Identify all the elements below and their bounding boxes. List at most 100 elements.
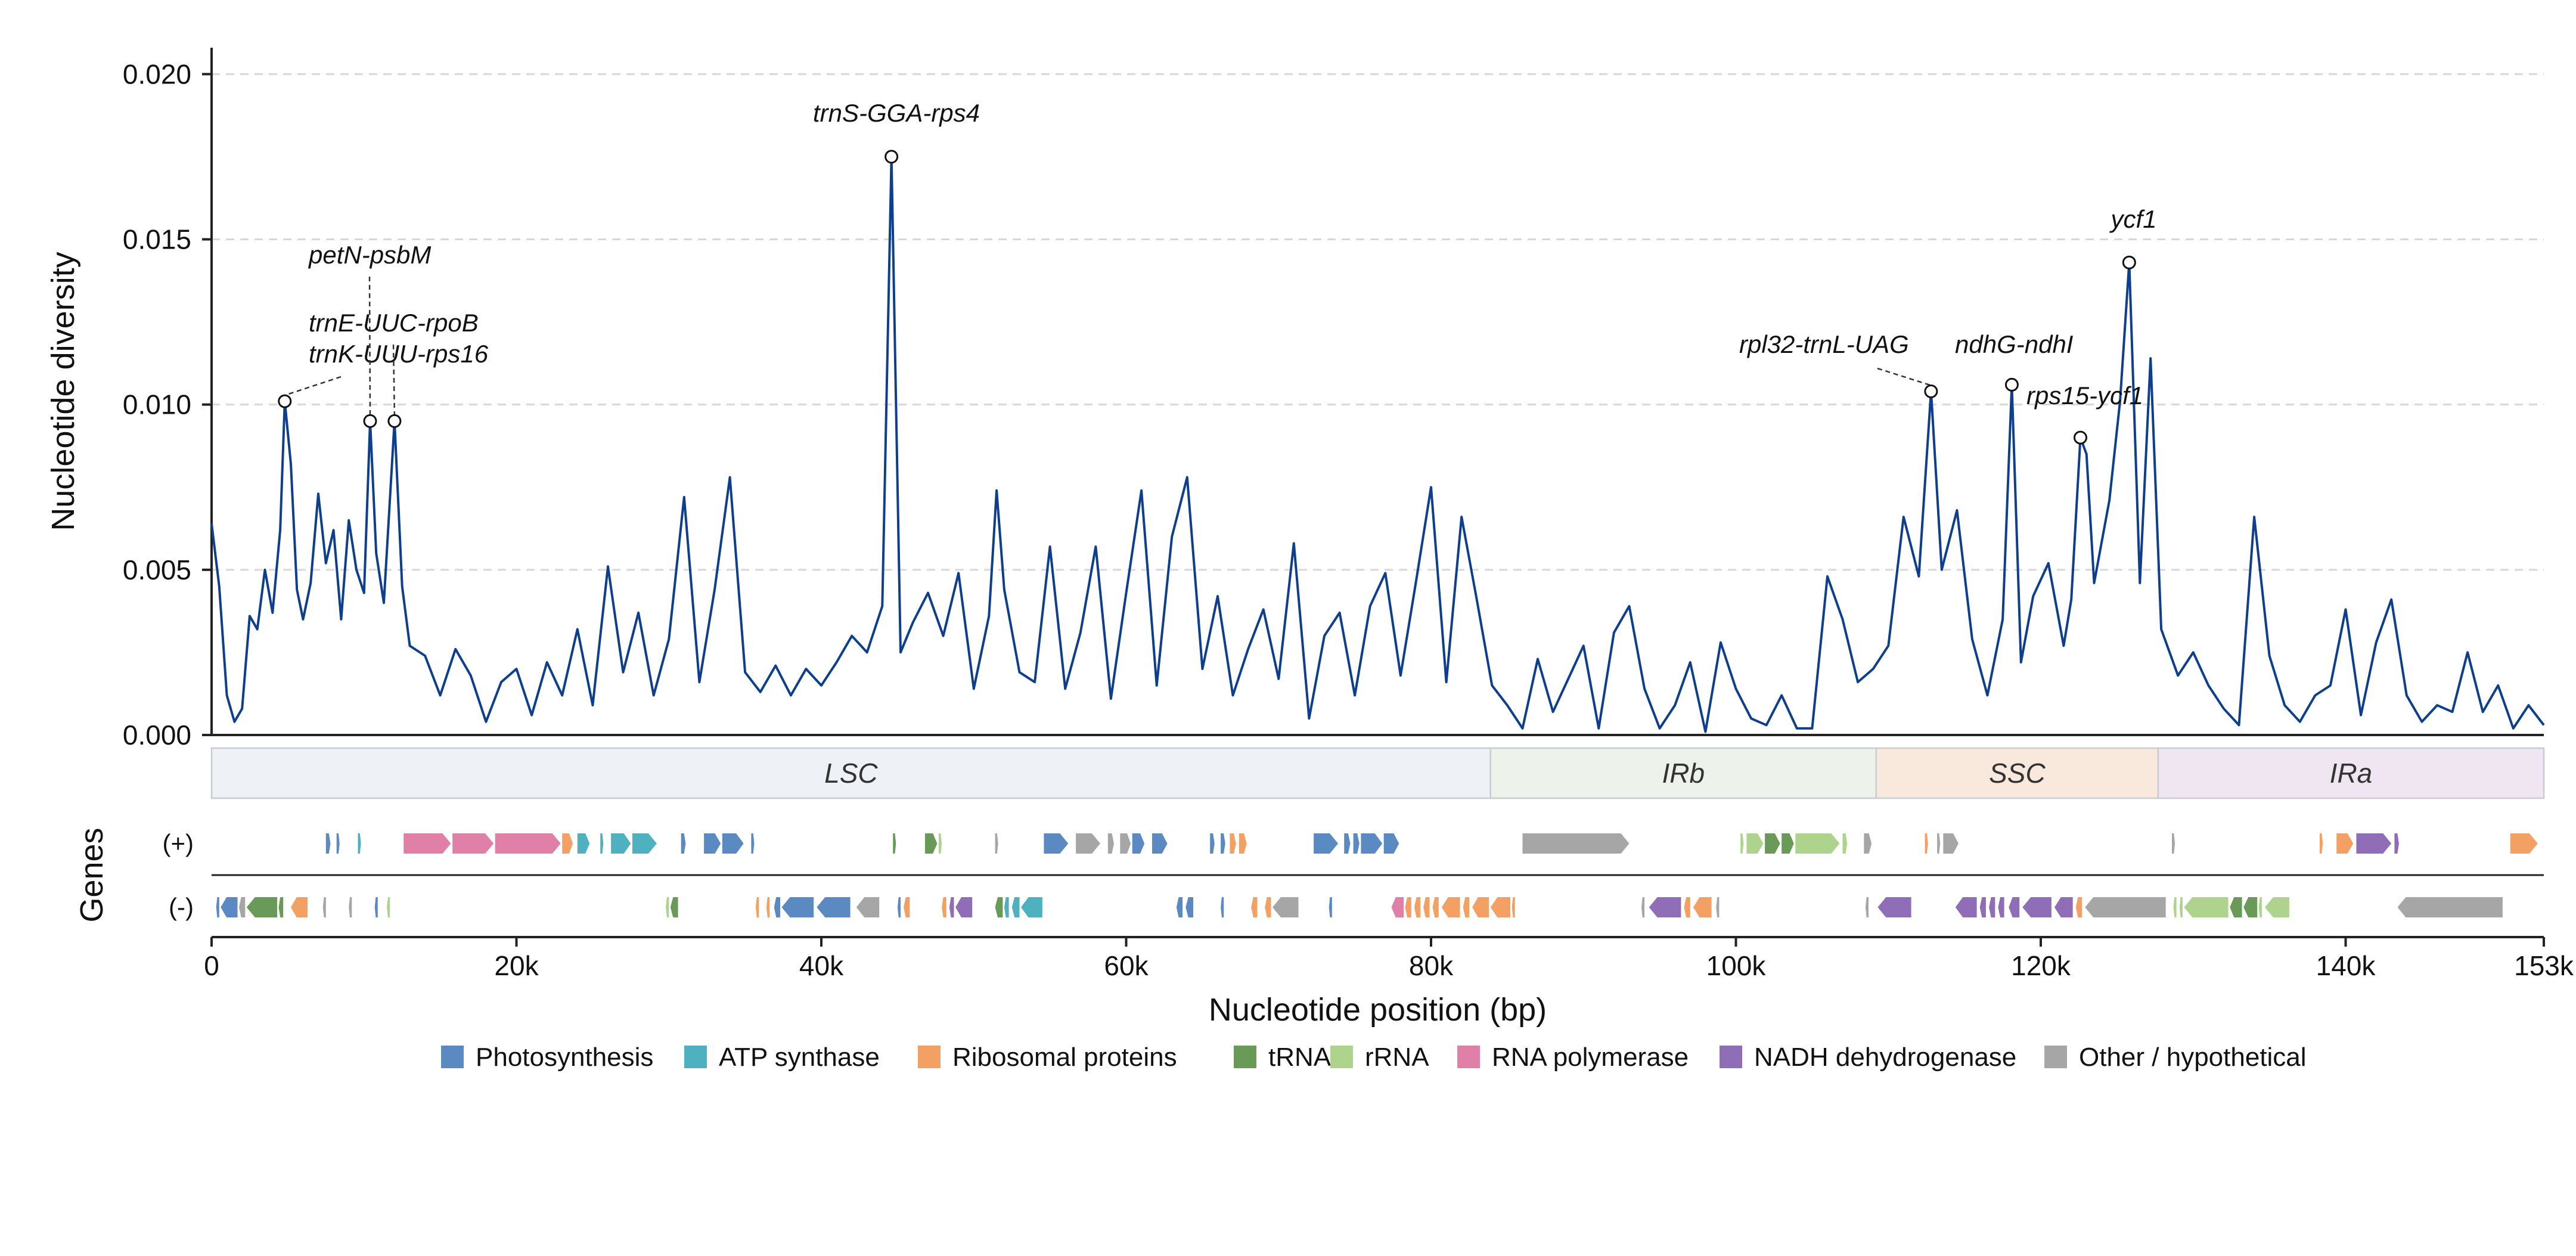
region-track: LSC IRb SSC IRa <box>210 747 2545 799</box>
legend-label: RNA polymerase <box>1492 1043 1689 1072</box>
region-band <box>1489 747 1877 799</box>
grid-layer <box>212 73 2544 571</box>
peak-marker <box>278 394 292 408</box>
x-tick-label: 0 <box>204 950 219 981</box>
gene-block <box>1273 897 1299 917</box>
gene-block <box>1314 833 1338 854</box>
gene-block <box>278 897 284 917</box>
gene-block <box>1649 897 1681 917</box>
gene-block <box>1463 897 1469 917</box>
gene-block <box>924 833 938 854</box>
gene-block <box>897 897 901 917</box>
legend-label: Photosynthesis <box>476 1043 653 1072</box>
gene-block <box>1512 897 1515 917</box>
legend-swatch <box>441 1046 464 1068</box>
gene-block <box>1265 897 1271 917</box>
gene-block <box>1641 897 1645 917</box>
gene-block <box>349 897 352 917</box>
x-axis-title: Nucleotide position (bp) <box>1209 992 1547 1028</box>
gene-block <box>577 833 590 854</box>
gene-block <box>2179 897 2183 917</box>
legend-label: ATP synthase <box>719 1043 880 1072</box>
gene-block <box>2054 897 2073 917</box>
gene-block <box>1716 897 1720 917</box>
gene-block <box>1230 833 1236 854</box>
gene-block <box>452 833 494 854</box>
gene-block <box>1176 897 1183 917</box>
gene-block <box>1152 833 1168 854</box>
peak-marker <box>363 414 377 428</box>
gene-block <box>1120 833 1131 854</box>
gene-block <box>1414 897 1421 917</box>
peak-label: trnS-GGA-rps4 <box>813 99 980 127</box>
gene-block <box>221 897 238 917</box>
genes-track-title: Genes <box>74 827 110 922</box>
gene-block <box>1765 833 1780 854</box>
gene-block <box>1795 833 1840 854</box>
gene-block <box>817 897 851 917</box>
gene-block <box>1423 897 1430 917</box>
gene-block <box>562 833 573 854</box>
gene-block <box>336 833 340 854</box>
gene-block <box>904 897 910 917</box>
gene-block <box>1865 897 1869 917</box>
y-tick-label: 0.020 <box>123 58 191 89</box>
gene-block <box>1979 897 1986 917</box>
gene-block <box>942 897 946 917</box>
gene-block <box>1221 897 1224 917</box>
gene-block <box>751 833 755 854</box>
gene-block <box>1011 897 1020 917</box>
gene-block <box>1185 897 1193 917</box>
gene-block <box>2320 833 2323 854</box>
gene-block <box>955 897 973 917</box>
legend-label: Other / hypothetical <box>2079 1043 2307 1072</box>
gene-block <box>1693 897 1712 917</box>
peak-marker <box>2122 255 2136 269</box>
gene-block <box>2173 897 2177 917</box>
gene-block <box>995 897 1003 917</box>
gene-block <box>1405 897 1411 917</box>
y-tick-label: 0.005 <box>123 554 191 585</box>
gene-block <box>2243 897 2258 917</box>
gene-block <box>949 897 954 917</box>
peak-marker <box>387 414 402 428</box>
gene-block <box>1782 833 1794 854</box>
gene-block <box>1021 897 1042 917</box>
gene-block <box>2258 897 2262 917</box>
gene-block <box>1877 897 1911 917</box>
gene-block <box>1943 833 1959 854</box>
gene-block <box>2172 833 2175 854</box>
x-tick-label: 60k <box>1104 950 1149 981</box>
peak-label: trnE-UUC-rpoB <box>309 309 479 337</box>
gene-block <box>1746 833 1764 854</box>
gene-block <box>1132 833 1145 854</box>
strand-label-plus: (+) <box>163 829 194 857</box>
gene-block <box>1329 897 1332 917</box>
gene-block <box>611 833 631 854</box>
y-tick-label: 0.000 <box>123 720 191 751</box>
gene-block <box>681 833 686 854</box>
gene-block <box>1472 897 1489 917</box>
x-tick-label: 100k <box>1706 950 1767 981</box>
gene-block <box>1490 897 1510 917</box>
x-tick-label: 40k <box>799 950 844 981</box>
gene-block <box>856 897 880 917</box>
gene-block <box>2230 897 2242 917</box>
legend-label: NADH dehydrogenase <box>1754 1043 2016 1072</box>
gene-block <box>1432 897 1439 917</box>
legend-label: tRNA <box>1268 1043 1332 1072</box>
gene-block <box>1925 833 1928 854</box>
gene-block <box>239 897 246 917</box>
legend-label: rRNA <box>1365 1043 1429 1072</box>
gene-block <box>1740 833 1744 854</box>
gene-block <box>2184 897 2229 917</box>
region-label: IRb <box>1662 758 1705 789</box>
gene-block <box>666 897 669 917</box>
legend-swatch <box>1720 1046 1742 1068</box>
gene-block <box>404 833 451 854</box>
x-tick-label: 20k <box>494 950 539 981</box>
gene-block <box>325 833 331 854</box>
peak-marker <box>884 150 899 164</box>
gene-block <box>1391 897 1404 917</box>
